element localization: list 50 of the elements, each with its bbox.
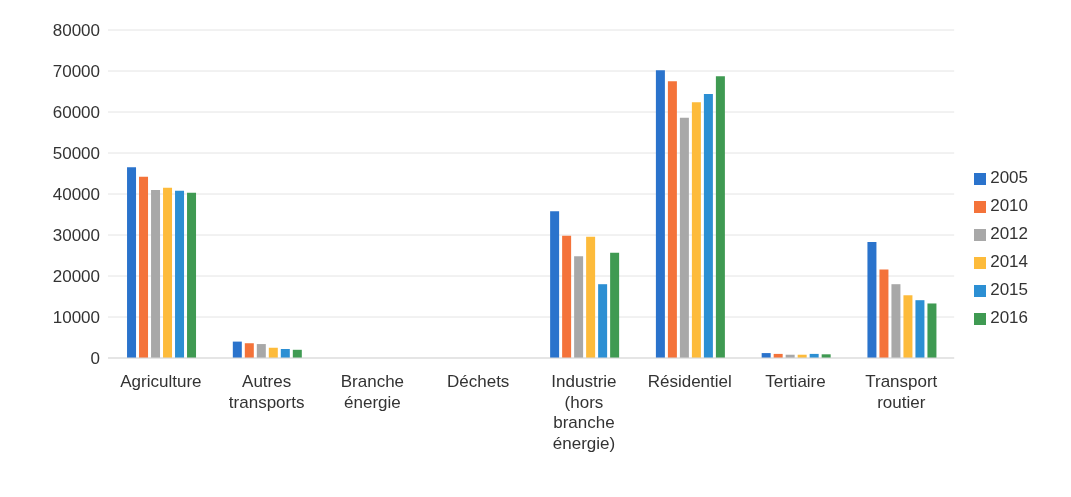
bar — [151, 189, 161, 358]
bar — [550, 211, 560, 358]
x-tick-label: Branche énergie — [340, 372, 405, 412]
x-tick-label: Résidentiel — [647, 372, 732, 392]
bar — [187, 192, 197, 358]
bar — [256, 344, 266, 358]
bar — [127, 167, 137, 358]
bar — [139, 176, 149, 358]
bar — [891, 284, 901, 358]
legend-label: 2015 — [990, 280, 1028, 299]
y-tick-label: 0 — [90, 349, 100, 369]
bar — [574, 256, 584, 358]
bar — [598, 284, 608, 358]
bar — [232, 341, 242, 358]
x-tick-label: Déchets — [447, 372, 510, 392]
bar — [867, 241, 877, 358]
y-tick-label: 80000 — [52, 21, 100, 41]
x-tick-label: Autres transports — [228, 372, 305, 412]
legend-label: 2016 — [990, 308, 1028, 327]
y-tick-label: 20000 — [52, 267, 100, 287]
y-tick-label: 70000 — [52, 62, 100, 82]
x-tick-label: Tertiaire — [765, 372, 826, 392]
bar — [655, 70, 665, 358]
bar — [667, 81, 677, 358]
bar — [586, 236, 596, 358]
legend-label: 2010 — [990, 196, 1028, 215]
legend-label: 2014 — [990, 252, 1028, 271]
bar — [691, 102, 701, 358]
y-tick-label: 10000 — [52, 308, 100, 328]
bar — [915, 300, 925, 358]
bar — [927, 303, 937, 358]
bar — [244, 343, 254, 358]
bar — [175, 190, 185, 358]
legend-label: 2012 — [990, 224, 1028, 243]
y-tick-label: 30000 — [52, 226, 100, 246]
legend-label: 2005 — [990, 168, 1028, 187]
bar — [679, 117, 689, 358]
bar — [879, 269, 889, 358]
bar — [715, 76, 725, 358]
x-tick-label: Industrie (hors branche énergie) — [551, 372, 617, 453]
bar — [610, 252, 620, 358]
y-tick-label: 40000 — [52, 185, 100, 205]
x-tick-label: Agriculture — [120, 372, 202, 392]
bar — [703, 93, 713, 358]
bar — [903, 295, 913, 358]
y-tick-label: 60000 — [52, 103, 100, 123]
bar — [163, 187, 173, 358]
x-tick-label: Transport routier — [865, 372, 938, 412]
y-tick-label: 50000 — [52, 144, 100, 164]
bar — [562, 235, 572, 358]
